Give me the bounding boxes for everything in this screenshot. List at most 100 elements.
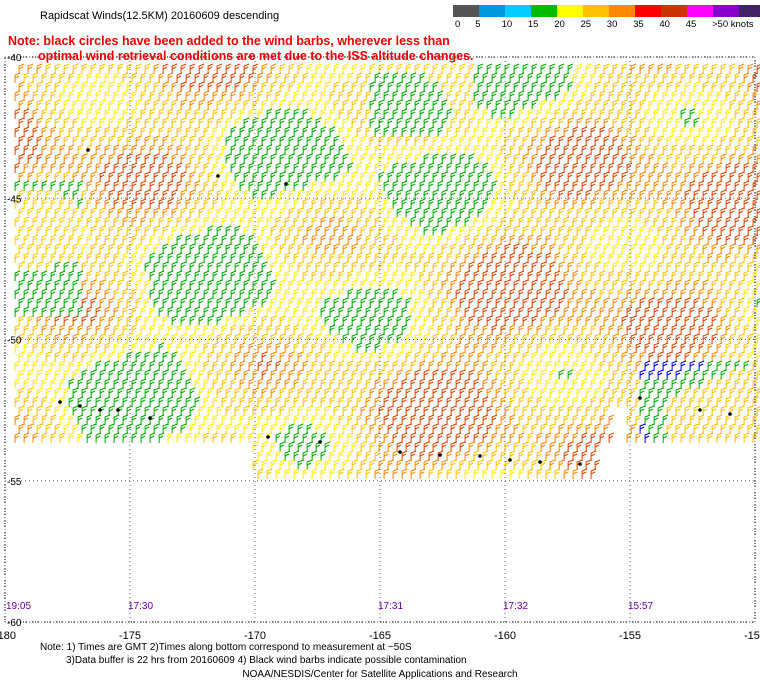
wind-barb: [45, 387, 52, 398]
wind-barb: [275, 396, 282, 407]
wind-barb: [702, 135, 709, 146]
wind-barb: [311, 198, 318, 209]
wind-barb: [338, 72, 345, 83]
wind-barb: [747, 297, 754, 308]
wind-barb: [356, 432, 363, 443]
wind-barb: [302, 126, 309, 137]
wind-barb: [239, 288, 246, 299]
wind-barb: [509, 216, 516, 227]
wind-barb: [405, 153, 412, 164]
wind-barb: [315, 369, 322, 380]
wind-barb: [212, 360, 219, 371]
wind-barb: [185, 360, 192, 371]
wind-barb: [707, 414, 714, 425]
wind-barb: [473, 432, 480, 443]
wind-barb: [477, 99, 484, 110]
wind-barb: [468, 441, 475, 452]
wind-barb: [734, 252, 741, 263]
wind-barb: [666, 117, 673, 128]
wind-barb: [248, 306, 255, 317]
wind-barb: [729, 243, 736, 254]
wind-barb: [122, 90, 129, 101]
wind-barb: [167, 396, 174, 407]
wind-barb: [243, 63, 250, 74]
latitude-tick-label: -40: [7, 53, 22, 64]
wind-barb: [221, 414, 228, 425]
wind-barb: [302, 432, 309, 443]
wind-barb: [293, 288, 300, 299]
wind-barb: [527, 468, 534, 479]
wind-barb: [356, 162, 363, 173]
wind-barb: [612, 333, 619, 344]
wind-barb: [270, 81, 277, 92]
wind-barb: [374, 288, 381, 299]
wind-barb: [419, 162, 426, 173]
wind-barb: [293, 180, 300, 191]
wind-barb: [752, 198, 759, 209]
wind-barb: [261, 297, 268, 308]
wind-barb: [122, 288, 129, 299]
wind-barb: [185, 216, 192, 227]
wind-barb: [752, 234, 759, 245]
wind-barb: [86, 378, 93, 389]
wind-barb: [230, 126, 237, 137]
wind-barb: [531, 333, 538, 344]
wind-barb: [410, 342, 417, 353]
wind-barb: [491, 414, 498, 425]
wind-barb: [630, 171, 637, 182]
wind-barb: [738, 207, 745, 218]
wind-barb: [185, 396, 192, 407]
wind-barb: [270, 351, 277, 362]
longitude-tick-label: -155: [619, 630, 641, 642]
wind-barb: [432, 297, 439, 308]
wind-barb: [378, 63, 385, 74]
wind-barb: [684, 333, 691, 344]
wind-barb: [459, 459, 466, 470]
wind-barb: [284, 432, 291, 443]
wind-barb: [153, 315, 160, 326]
wind-barb: [149, 288, 156, 299]
wind-barb: [32, 180, 39, 191]
wind-barb: [279, 261, 286, 272]
wind-barb: [486, 99, 493, 110]
wind-barb: [698, 306, 705, 317]
wind-barb: [279, 153, 286, 164]
wind-barb: [68, 72, 75, 83]
wind-barb: [122, 306, 129, 317]
wind-barb: [585, 387, 592, 398]
wind-barb: [630, 351, 637, 362]
wind-barb: [423, 459, 430, 470]
wind-barb: [302, 450, 309, 461]
wind-barb: [423, 279, 430, 290]
wind-barb: [509, 162, 516, 173]
wind-barb: [14, 126, 21, 137]
wind-barb: [149, 306, 156, 317]
wind-barb: [342, 225, 349, 236]
wind-barb: [99, 207, 106, 218]
wind-barb: [405, 441, 412, 452]
wind-barb: [401, 360, 408, 371]
wind-barb: [320, 396, 327, 407]
wind-barb: [86, 306, 93, 317]
wind-barb: [662, 252, 669, 263]
wind-barb: [378, 297, 385, 308]
wind-barb: [383, 306, 390, 317]
longitude-tick-label: -170: [244, 630, 266, 642]
wind-barb: [567, 459, 574, 470]
wind-barb: [135, 81, 142, 92]
wind-barb: [608, 162, 615, 173]
wind-barb: [50, 90, 57, 101]
wind-barb: [549, 351, 556, 362]
wind-barb: [387, 99, 394, 110]
wind-barb: [158, 162, 165, 173]
wind-barb: [536, 342, 543, 353]
wind-barb: [527, 144, 534, 155]
wind-barb: [432, 171, 439, 182]
wind-barb: [716, 342, 723, 353]
wind-barb: [522, 81, 529, 92]
wind-barb: [59, 270, 66, 281]
wind-barb: [639, 315, 646, 326]
wind-barb: [563, 324, 570, 335]
wind-barb: [356, 360, 363, 371]
wind-barb: [437, 144, 444, 155]
